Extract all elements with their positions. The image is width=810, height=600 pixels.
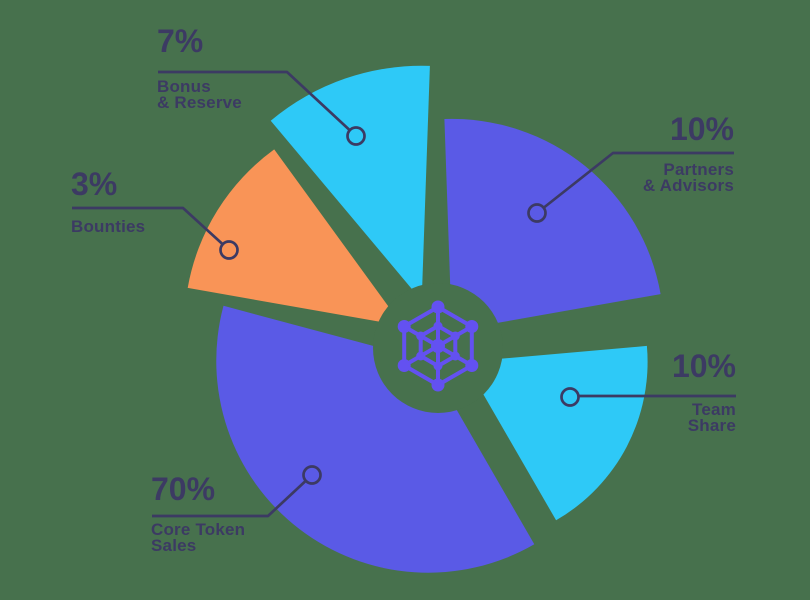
callout-pct-core-token-sales: 70% — [151, 471, 216, 507]
callout-pct-bounties: 3% — [71, 166, 118, 202]
label-line: Sales — [151, 535, 197, 555]
callout-pct-team-share: 10% — [671, 348, 736, 384]
callout-line-partners-advisors — [536, 151, 734, 215]
callout-label-partners-advisors: Partners & Advisors — [642, 160, 734, 195]
callout-line-core-token-sales — [152, 474, 313, 518]
label-line: Partners — [663, 160, 734, 179]
label-line: Team — [692, 400, 736, 419]
callout-marker-bounties — [219, 240, 239, 260]
callout-marker-team-share — [560, 387, 580, 407]
callout-pct-partners-advisors: 10% — [669, 111, 734, 147]
callout-line-bounties — [72, 206, 230, 251]
callout-marker-bonus-reserve — [346, 126, 366, 146]
pie-slice-bounties — [187, 149, 403, 326]
pie-slice-partners-advisors — [444, 118, 661, 331]
callout-pct-bonus-reserve: 7% — [157, 23, 204, 59]
callout-line-team-share — [569, 394, 736, 399]
label-line: Bounties — [71, 217, 146, 236]
pie-slice-core-token-sales — [216, 305, 535, 573]
label-line: Share — [687, 415, 736, 435]
label-line: Core Token — [151, 520, 246, 539]
pie-slice-team-share — [464, 345, 648, 521]
callout-label-core-token-sales: Core Token Sales — [151, 520, 246, 555]
pie-slice-bonus-reserve — [270, 65, 430, 301]
callout-label-team-share: Team Share — [687, 400, 736, 435]
callout-label-bonus-reserve: Bonus & Reserve — [157, 77, 242, 112]
label-line: & Advisors — [642, 175, 734, 195]
callout-marker-core-token-sales — [302, 465, 322, 485]
label-line: Bonus — [157, 77, 211, 96]
hexagon-network-icon — [397, 300, 479, 392]
callout-label-bounties: Bounties — [71, 217, 146, 236]
label-line: & Reserve — [157, 92, 242, 112]
callout-line-bonus-reserve — [158, 70, 357, 137]
callout-marker-partners-advisors — [527, 203, 547, 223]
